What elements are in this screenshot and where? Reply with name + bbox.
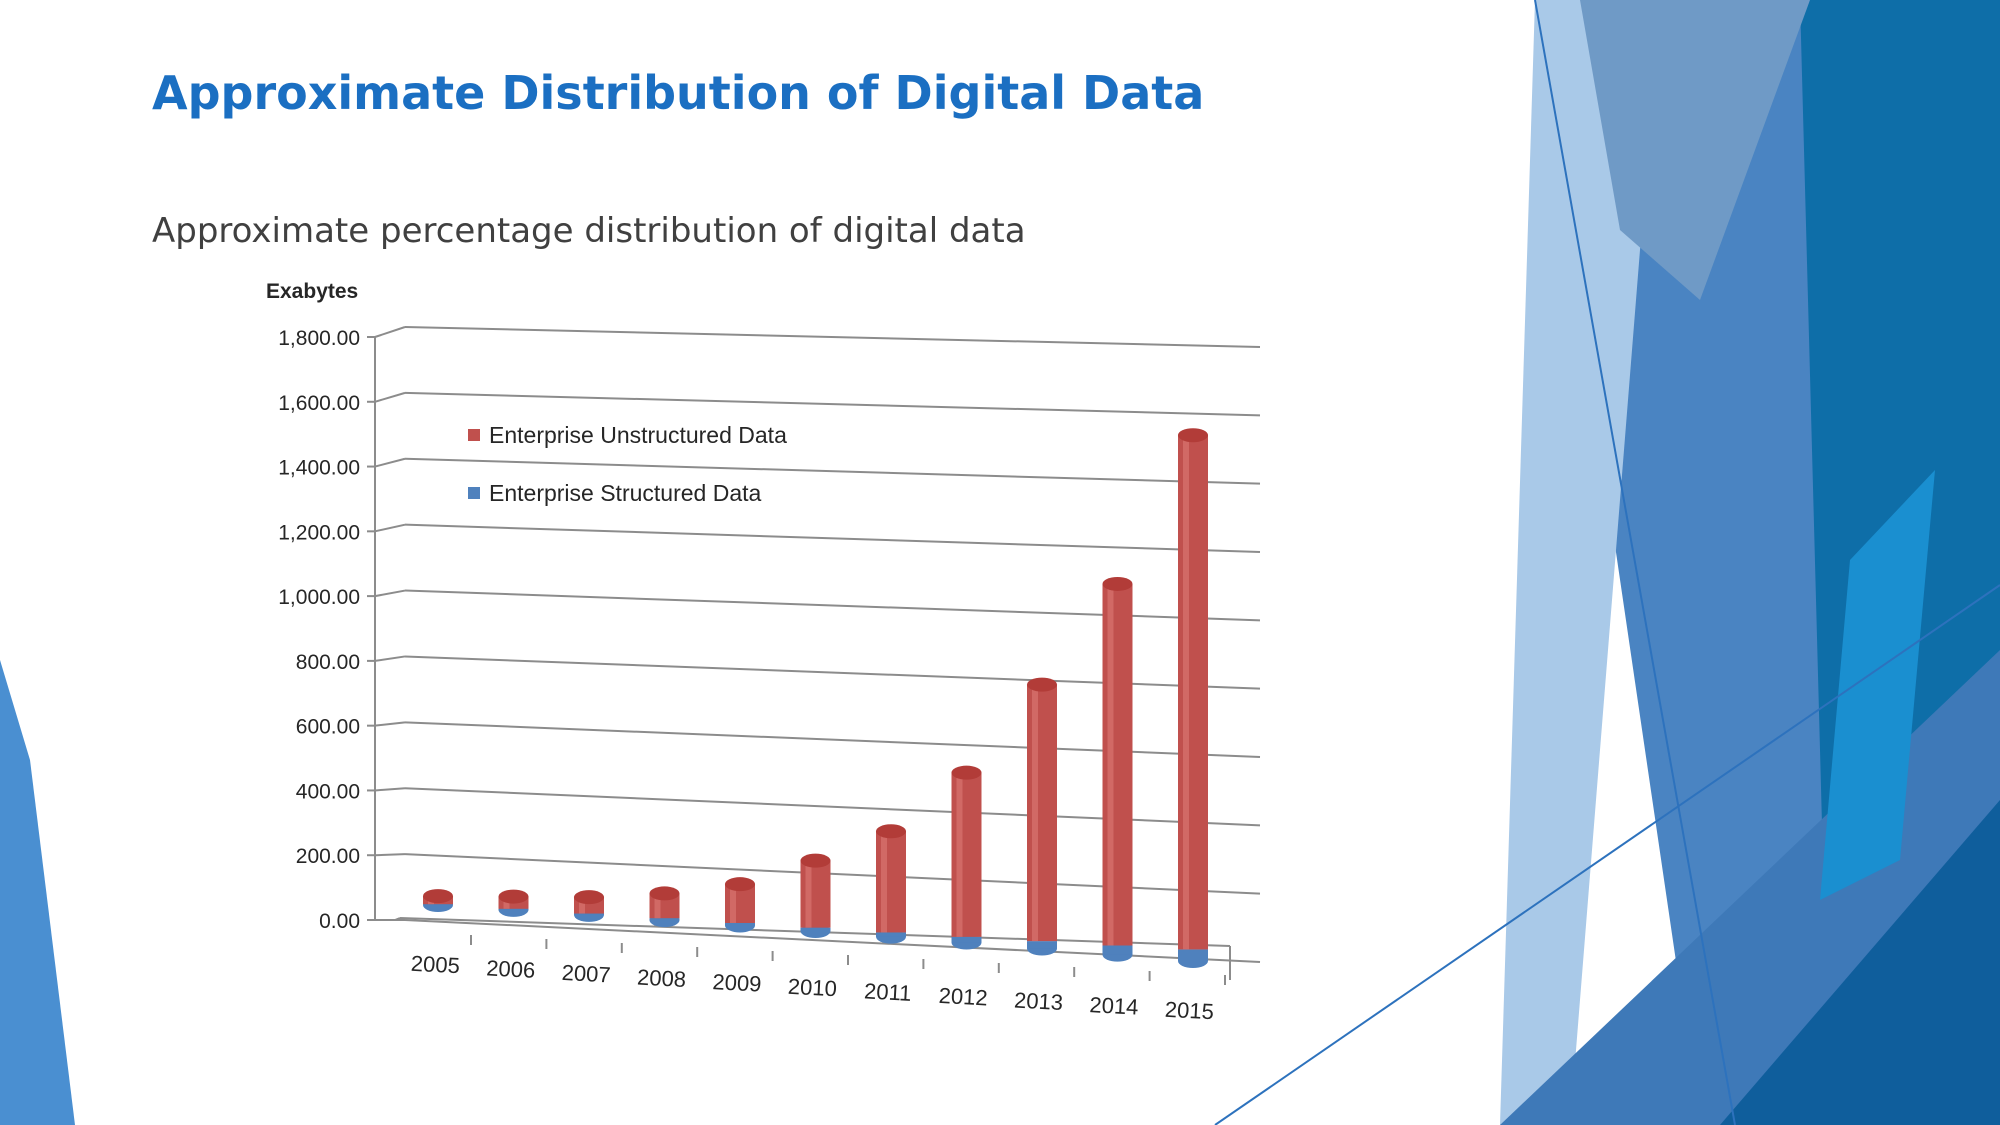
- decor-panel-bottom-deep: [1720, 800, 2000, 1125]
- x-tick-label: 2011: [864, 978, 913, 1005]
- bar-unstructured-highlight: [1032, 684, 1038, 942]
- decor-thin-line-1: [1534, 0, 1736, 1125]
- bar-unstructured-top: [1178, 428, 1208, 443]
- bar-unstructured-highlight: [881, 831, 887, 933]
- bar-unstructured-highlight: [956, 772, 963, 937]
- decor-panel-left: [0, 660, 75, 1125]
- bar-structured: [1102, 945, 1133, 955]
- y-tick-label: 1,000.00: [278, 586, 360, 609]
- x-tick-label: 2015: [1164, 997, 1214, 1025]
- bar-unstructured-top: [574, 890, 604, 905]
- grid-line-depth: [374, 655, 406, 662]
- x-tick-label: 2005: [410, 951, 460, 979]
- grid-line-depth: [374, 391, 406, 403]
- y-tick-label: 0.00: [319, 910, 360, 933]
- bar-unstructured-highlight: [1107, 583, 1114, 946]
- decor-panel-right-slate: [1580, 0, 1810, 300]
- y-axis-title: Exabytes: [266, 280, 358, 303]
- bar-unstructured-highlight: [1183, 435, 1189, 950]
- chart-labels: 0.00 200.00 400.00 600.00 800.00 1,000.00 1,20…: [266, 280, 1214, 1024]
- bar-unstructured-top: [1027, 677, 1057, 692]
- bar-unstructured-highlight: [579, 897, 585, 914]
- slide-subtitle: Approximate percentage distribution of d…: [152, 211, 1026, 251]
- x-axis-corner: [394, 917, 401, 921]
- grid-line: [404, 523, 1261, 553]
- y-tick-label: 1,200.00: [278, 521, 360, 544]
- legend-label: Enterprise Structured Data: [489, 480, 762, 506]
- bar-structured: [800, 927, 831, 931]
- bar-structured: [876, 932, 906, 937]
- bar-unstructured: [876, 831, 906, 933]
- grid-line: [404, 457, 1261, 485]
- bar-unstructured-top: [1102, 576, 1133, 591]
- bar-structured: [1178, 949, 1208, 961]
- decor-panel-accent: [1820, 470, 1935, 900]
- bar-unstructured: [1178, 435, 1208, 950]
- bar-unstructured: [951, 772, 982, 937]
- bar-unstructured-top: [951, 765, 982, 780]
- legend-swatch: [468, 429, 480, 441]
- bar-structured: [725, 922, 755, 926]
- grid-line-depth: [374, 326, 406, 338]
- bar-unstructured-top: [800, 853, 831, 868]
- x-tick-label: 2013: [1013, 988, 1063, 1016]
- bar-unstructured: [1027, 684, 1057, 942]
- y-tick-label: 1,600.00: [278, 392, 360, 415]
- grid-line-depth: [374, 787, 406, 792]
- bar-structured: [1027, 941, 1057, 949]
- x-tick-label: 2014: [1089, 992, 1139, 1020]
- bar-structured: [498, 908, 529, 910]
- bar-unstructured-highlight: [805, 860, 812, 928]
- bar-unstructured-top: [423, 889, 453, 904]
- x-tick-label: 2009: [712, 969, 762, 997]
- y-tick-label: 200.00: [296, 845, 360, 868]
- bar-unstructured-top: [498, 889, 529, 904]
- bar-unstructured-highlight: [730, 884, 736, 923]
- grid-line: [404, 326, 1261, 348]
- slide-title: Approximate Distribution of Digital Data: [152, 66, 1205, 120]
- bar-unstructured-top: [725, 877, 755, 892]
- bar-structured: [423, 904, 453, 905]
- bar-unstructured-highlight: [654, 893, 661, 919]
- legend-swatch: [468, 487, 480, 499]
- bar-unstructured: [800, 860, 831, 928]
- grid-line: [404, 391, 1261, 417]
- bar-unstructured: [1102, 583, 1133, 946]
- bar-structured: [951, 936, 982, 943]
- chart-bars: [423, 428, 1208, 968]
- bar-structured: [649, 918, 680, 921]
- bar-unstructured-top: [649, 886, 680, 901]
- x-tick-label: 2006: [486, 955, 536, 983]
- grid-line-depth: [374, 589, 406, 598]
- grid-line-depth: [374, 721, 406, 727]
- y-tick-label: 600.00: [296, 716, 360, 739]
- y-tick-label: 400.00: [296, 780, 360, 803]
- x-tick-label: 2012: [938, 983, 988, 1011]
- x-tick-label: 2010: [787, 974, 837, 1002]
- x-tick-label: 2008: [636, 965, 686, 993]
- legend-label: Enterprise Unstructured Data: [489, 422, 787, 448]
- decor-panel-right-light: [1500, 0, 1660, 1125]
- bar-structured: [574, 913, 604, 915]
- grid-line-depth: [374, 853, 406, 857]
- chart-legend: Enterprise Unstructured Data Enterprise S…: [468, 422, 787, 506]
- y-tick-label: 800.00: [296, 651, 360, 674]
- x-tick-label: 2007: [561, 960, 611, 988]
- grid-line-depth: [374, 523, 406, 533]
- decor-thin-line-2: [1214, 584, 2000, 1125]
- grid-line-depth: [374, 457, 406, 468]
- y-tick-label: 1,800.00: [278, 327, 360, 350]
- bar-unstructured-top: [876, 824, 906, 839]
- y-tick-label: 1,400.00: [278, 457, 360, 480]
